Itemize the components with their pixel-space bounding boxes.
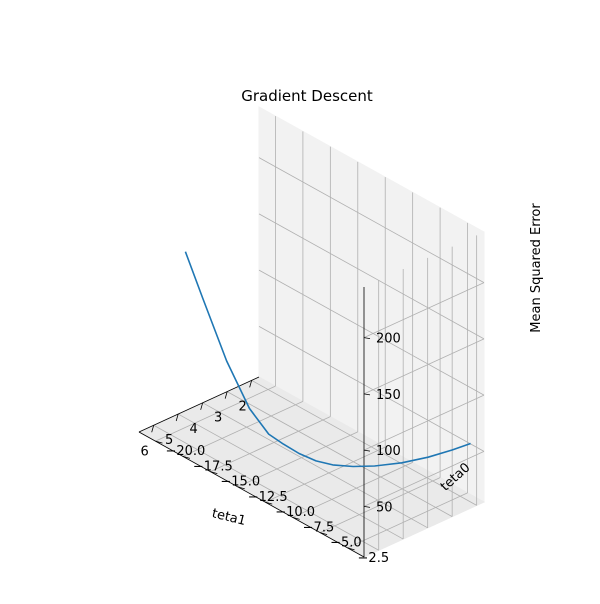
grid-line-z-wall-a bbox=[258, 157, 485, 283]
y-tick bbox=[182, 456, 191, 459]
grid-line-z-wall-b bbox=[363, 394, 485, 451]
x-tick-label: 4 bbox=[190, 422, 198, 437]
grid-line-y-floor bbox=[347, 492, 468, 549]
x-axis-label: teta1 bbox=[210, 506, 247, 529]
z-tick-label: 100 bbox=[376, 444, 401, 459]
y-tick-label: −2.5 bbox=[358, 551, 390, 566]
y-tick bbox=[347, 547, 355, 551]
z-tick bbox=[363, 449, 371, 452]
y-tick bbox=[155, 440, 163, 444]
z-tick-label: 50 bbox=[376, 500, 393, 515]
z-tick bbox=[363, 505, 371, 508]
y-tick-label: −12.5 bbox=[248, 490, 288, 505]
y-tick bbox=[237, 486, 245, 490]
x-tick-label: 5 bbox=[165, 433, 173, 448]
grid-line-y-floor bbox=[237, 431, 358, 488]
chart-title: Gradient Descent bbox=[241, 87, 373, 105]
series-line bbox=[184, 251, 471, 468]
z-tick bbox=[363, 337, 371, 340]
grid-line-y-floor bbox=[155, 385, 276, 442]
grid-line-z-wall-a bbox=[258, 213, 485, 340]
tick-labels: 2 3 4 5 6 −20.0−17.5−15.0−12.5−10.0−7.5−5.0−2… bbox=[141, 332, 401, 566]
x-tick bbox=[224, 391, 228, 399]
grid-line-y-floor bbox=[319, 477, 441, 533]
y-tick bbox=[292, 516, 300, 520]
tick-marks bbox=[151, 337, 371, 551]
series-layer bbox=[184, 251, 471, 468]
grid-line-x-floor bbox=[202, 402, 428, 529]
grid-line-x-floor bbox=[153, 424, 379, 551]
y-tick-label: −17.5 bbox=[193, 459, 233, 474]
y-tick bbox=[210, 471, 218, 475]
x-tick-label: 3 bbox=[214, 411, 222, 426]
grid-line-z-wall-b bbox=[363, 282, 485, 338]
y-tick bbox=[265, 501, 273, 505]
axis-panes bbox=[137, 106, 486, 558]
x-tick-label: 6 bbox=[141, 444, 149, 459]
grid-line-z-wall-a bbox=[258, 326, 485, 452]
grid-line-z-wall-b bbox=[363, 451, 485, 507]
grid-line-y-floor bbox=[292, 462, 413, 518]
y-tick-label: −20.0 bbox=[165, 444, 205, 459]
grid-line-z-wall-b bbox=[363, 338, 485, 395]
x-tick bbox=[175, 413, 179, 422]
y-tick-label: −5.0 bbox=[330, 536, 362, 551]
z-tick-label: 200 bbox=[376, 332, 401, 347]
grid-line-y-floor bbox=[265, 446, 386, 503]
grid-line-x-floor bbox=[226, 391, 453, 517]
x-tick bbox=[151, 425, 155, 433]
z-tick-label: 150 bbox=[376, 388, 401, 403]
grid-line-x-floor bbox=[177, 413, 404, 540]
y-tick bbox=[319, 532, 328, 535]
grid-line-z-wall-a bbox=[258, 269, 485, 396]
grid-lines bbox=[153, 116, 485, 551]
y-axis-line bbox=[138, 431, 365, 558]
y-tick-label: −15.0 bbox=[220, 475, 260, 490]
x-tick-label: 2 bbox=[239, 399, 247, 414]
grid-line-y-floor bbox=[210, 416, 331, 472]
x-tick bbox=[249, 380, 253, 388]
z-tick bbox=[363, 393, 371, 396]
z-axis-label: Mean Squared Error bbox=[529, 203, 544, 333]
y-tick-label: −7.5 bbox=[303, 520, 335, 535]
x-tick bbox=[200, 402, 204, 410]
y-tick-label: −10.0 bbox=[275, 505, 315, 520]
grid-line-y-floor bbox=[182, 401, 304, 457]
